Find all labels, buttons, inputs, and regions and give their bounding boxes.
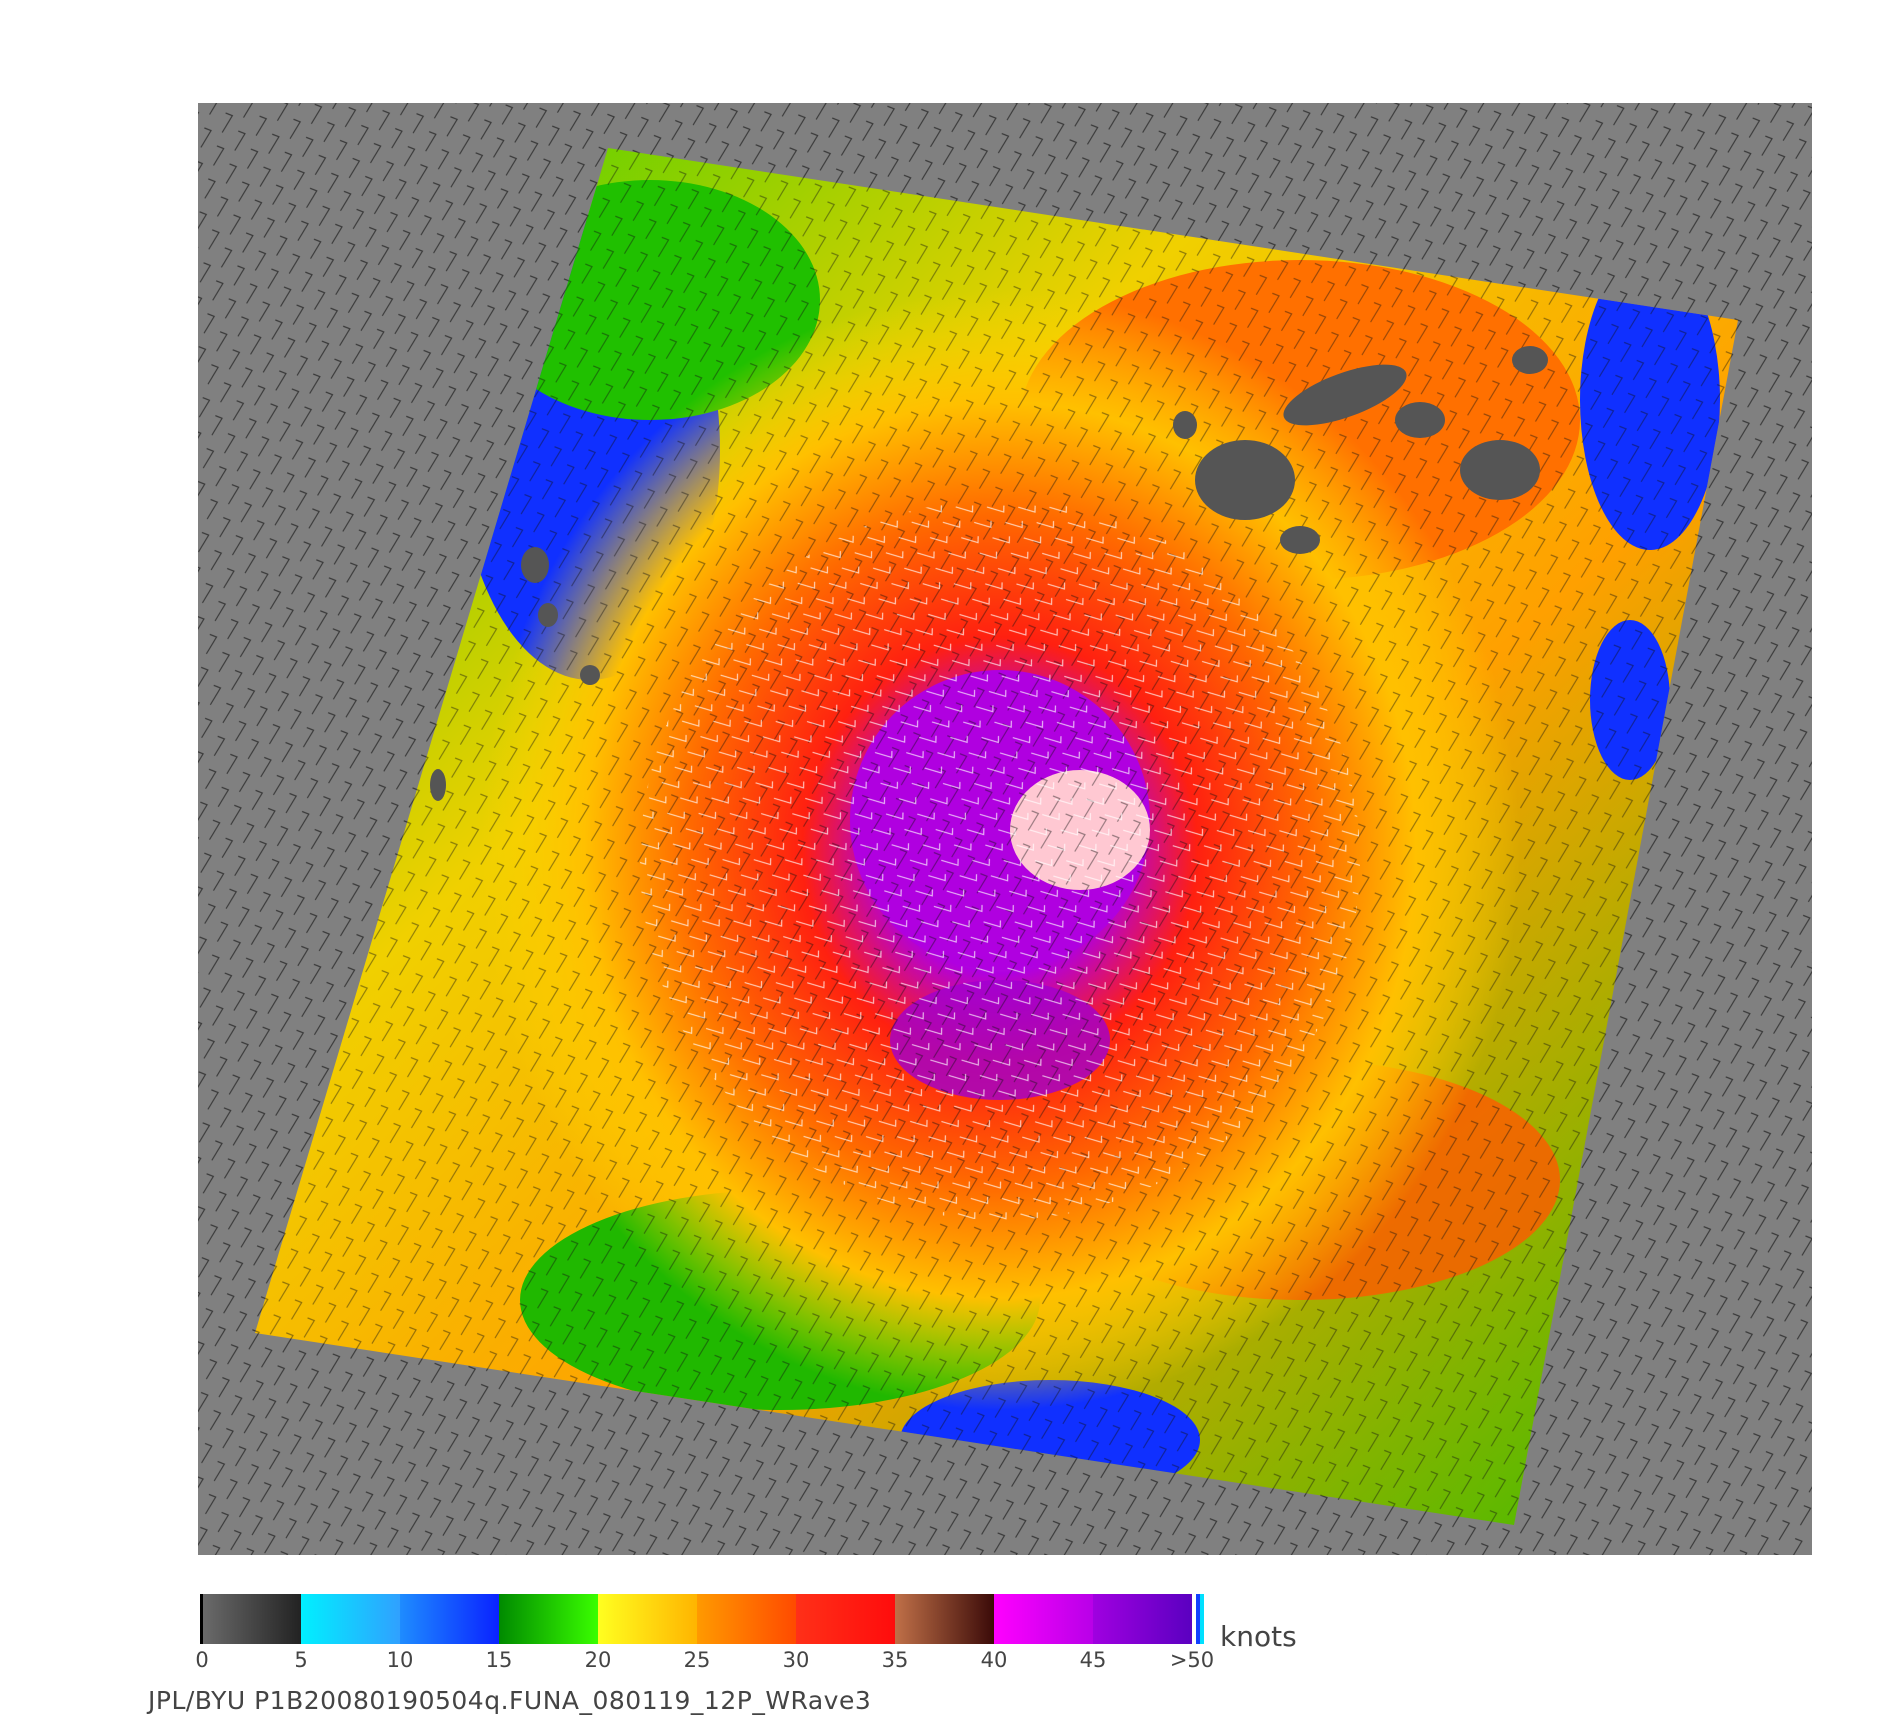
colorbar-tick-label: 15 — [485, 1648, 513, 1672]
colorbar-tick-label: 45 — [1079, 1648, 1107, 1672]
colorbar — [200, 1594, 1204, 1644]
colorbar-band-0-5 — [202, 1594, 302, 1644]
colorbar-units: knots — [1220, 1620, 1297, 1653]
colorbar-band-35-40 — [895, 1594, 995, 1644]
colorbar-band-25-30 — [697, 1594, 797, 1644]
colorbar-tick-label: 0 — [195, 1648, 209, 1672]
colorbar-tick-label: 30 — [782, 1648, 810, 1672]
land-masses — [430, 346, 1548, 801]
colorbar-overflow-swatch — [1192, 1594, 1194, 1644]
image-caption: JPL/BYU P1B20080190504q.FUNA_080119_12P_… — [148, 1686, 872, 1715]
colorbar-band-40-45 — [994, 1594, 1094, 1644]
colorbar-tick-label: 40 — [980, 1648, 1008, 1672]
colorbar-edge — [200, 1594, 203, 1644]
colorbar-band-10-15 — [400, 1594, 500, 1644]
colorbar-overflow-swatch — [1196, 1594, 1200, 1644]
colorbar-band-30-35 — [796, 1594, 896, 1644]
colorbar-band-15-20 — [499, 1594, 599, 1644]
colorbar-tick-label: >50 — [1169, 1648, 1215, 1672]
colorbar-tick-label: 10 — [386, 1648, 414, 1672]
colorbar-tick-label: 20 — [584, 1648, 612, 1672]
colorbar-tick-label: 5 — [294, 1648, 308, 1672]
colorbar-overflow-swatch — [1200, 1594, 1204, 1644]
colorbar-tick-label: 25 — [683, 1648, 711, 1672]
colorbar-band-45-50 — [1093, 1594, 1193, 1644]
colorbar-band-5-10 — [301, 1594, 401, 1644]
colorbar-tick-label: 35 — [881, 1648, 909, 1672]
colorbar-band-20-25 — [598, 1594, 698, 1644]
